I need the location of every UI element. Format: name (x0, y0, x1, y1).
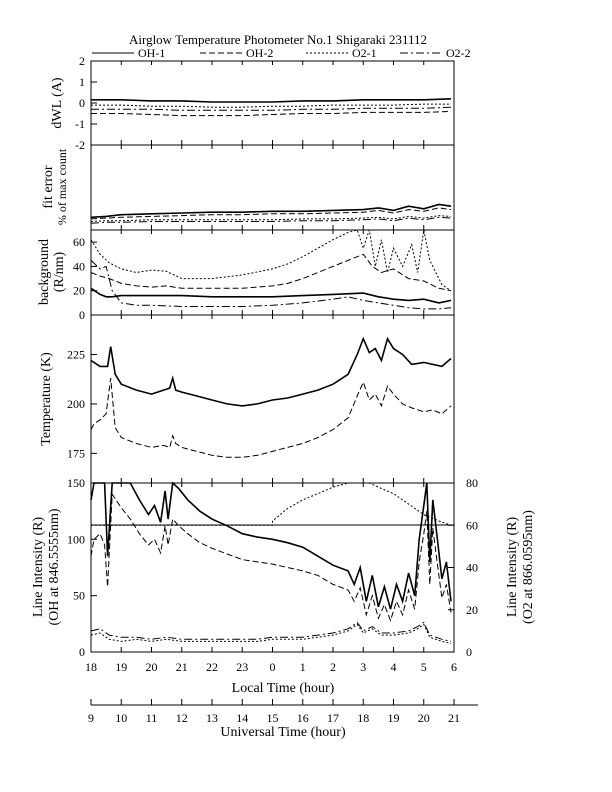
legend: OH-1 OH-2 O2-1 O2-2 (92, 46, 471, 60)
ut-tick-label: 13 (206, 711, 218, 725)
local-tick-label: 6 (451, 660, 457, 674)
axis-ticks: 210-1-2604020022520017515010050080604020… (67, 54, 478, 725)
dwl-ylabel: dWL (A) (50, 77, 65, 129)
line-series-oh-1 (90, 481, 452, 610)
fit-series-oh-1 (90, 203, 452, 219)
line-series-oh-2 (90, 492, 452, 623)
dwl-ytick-label: 0 (79, 96, 85, 110)
line-ytick-label: 0 (79, 645, 85, 659)
ut-tick-label: 10 (115, 711, 127, 725)
bg-ytick-label: 20 (73, 284, 85, 298)
temp-ytick-label: 200 (67, 397, 85, 411)
ut-tick-label: 18 (357, 711, 369, 725)
fit-ylabel-2: % of max count (55, 148, 69, 225)
line-ytick-label: 50 (73, 589, 85, 603)
local-tick-label: 3 (360, 660, 366, 674)
temp-ylabel: Temperature (K) (39, 352, 54, 446)
local-tick-label: 21 (176, 660, 188, 674)
dwl-ytick-label: -2 (75, 138, 85, 152)
dwl-series-o2-2 (91, 106, 452, 111)
dwl-panel-frame (90, 60, 455, 146)
line-ytick-label: 60 (466, 518, 478, 532)
legend-label-oh-1: OH-1 (138, 46, 165, 60)
ut-tick-label: 16 (297, 711, 309, 725)
dwl-ytick-label: -1 (75, 117, 85, 131)
ut-tick-label: 12 (176, 711, 188, 725)
fit-error-panel-frame (90, 144, 455, 231)
bg-ytick-label: 0 (79, 308, 85, 322)
line-series-o2-reference (91, 482, 452, 526)
line-ytick-label: 80 (466, 476, 478, 490)
temp-series-oh-2 (90, 378, 452, 458)
temp-ytick-label: 175 (67, 446, 85, 460)
dwl-ytick-label: 1 (79, 75, 85, 89)
local-tick-label: 20 (146, 660, 158, 674)
chart-title: Airglow Temperature Photometer No.1 Shig… (129, 32, 427, 47)
bg-series-o2-1 (90, 229, 452, 292)
fit-ylabel-1: fit error (41, 165, 56, 208)
line-ylabel-1: Line Intensity (R) (31, 517, 46, 618)
legend-label-o2-1: O2-1 (352, 46, 377, 60)
local-time-label: Local Time (hour) (232, 681, 335, 696)
fit-series-o2-2 (90, 216, 452, 224)
ut-tick-label: 21 (448, 711, 460, 725)
local-tick-label: 5 (421, 660, 427, 674)
legend-label-oh-2: OH-2 (246, 46, 273, 60)
data-series (90, 98, 454, 644)
legend-label-o2-2: O2-2 (446, 46, 471, 60)
line-ytick-label: 0 (466, 645, 472, 659)
ut-tick-label: 15 (267, 711, 279, 725)
ut-tick-label: 17 (327, 711, 339, 725)
local-tick-label: 22 (206, 660, 218, 674)
line-series-o2-2 (90, 621, 452, 642)
bg-ylabel-1: background (37, 239, 52, 305)
bg-series-oh-1 (90, 287, 452, 304)
line-ytick-label: 100 (67, 532, 85, 546)
temp-ytick-label: 225 (67, 348, 85, 362)
bg-ylabel-2: (R/nm) (52, 251, 67, 292)
temp-series-oh-1 (90, 336, 452, 407)
line-rlabel-1: Line Intensity (R) (505, 517, 520, 618)
local-tick-label: 18 (85, 660, 97, 674)
fit-series-oh-2 (90, 207, 452, 220)
line-rlabel-2: (O2 at 866.0595nm) (521, 510, 536, 624)
ut-tick-label: 11 (146, 711, 158, 725)
bg-ytick-label: 40 (73, 259, 85, 273)
ut-time-label: Universal Time (hour) (220, 725, 346, 740)
line-ytick-label: 150 (67, 476, 85, 490)
bg-series-o2-2 (90, 260, 452, 310)
local-tick-label: 2 (330, 660, 336, 674)
dwl-ytick-label: 2 (79, 54, 85, 68)
line-series-o2-1 (90, 623, 452, 644)
local-tick-label: 0 (270, 660, 276, 674)
dwl-series-oh-2 (91, 110, 452, 117)
line-ylabel-2: (OH at 846.5555nm) (47, 508, 62, 625)
line-ytick-label: 40 (466, 561, 478, 575)
local-tick-label: 1 (300, 660, 306, 674)
line-ytick-label: 20 (466, 603, 478, 617)
ut-tick-label: 14 (236, 711, 248, 725)
local-tick-label: 4 (391, 660, 397, 674)
dwl-series-oh-1 (91, 98, 452, 103)
bg-series-oh-2 (90, 253, 452, 292)
ut-tick-label: 9 (88, 711, 94, 725)
local-tick-label: 23 (236, 660, 248, 674)
dwl-series-o2-1 (91, 103, 451, 108)
ut-tick-label: 20 (418, 711, 430, 725)
ut-tick-label: 19 (388, 711, 400, 725)
local-tick-label: 19 (115, 660, 127, 674)
bg-ytick-label: 60 (73, 235, 85, 249)
temperature-panel-frame (90, 314, 455, 484)
